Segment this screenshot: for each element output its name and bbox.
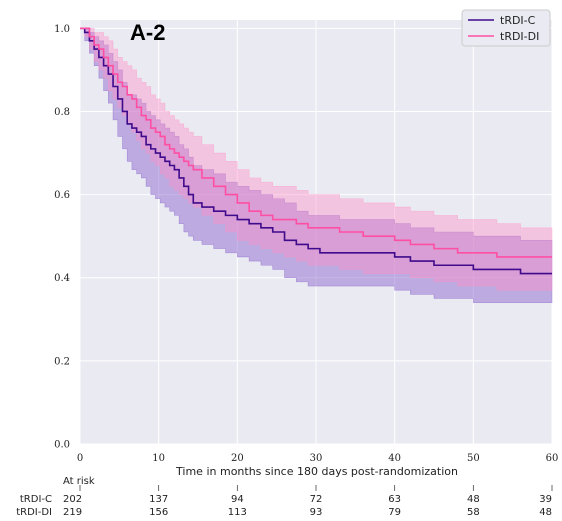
at-risk-count: 58 xyxy=(467,507,480,518)
at-risk-count: 113 xyxy=(228,507,247,518)
at-risk-count: 63 xyxy=(388,494,401,505)
y-tick-label: 0.4 xyxy=(54,273,70,284)
x-tick-label: 10 xyxy=(152,453,165,464)
at-risk-count: 156 xyxy=(149,507,168,518)
y-tick-label: 1.0 xyxy=(54,24,70,35)
x-tick-label: 30 xyxy=(310,453,323,464)
y-tick-label: 0.6 xyxy=(54,190,70,201)
x-tick-label: 40 xyxy=(388,453,401,464)
survival-line-trdi-c xyxy=(80,27,552,275)
x-axis-ticks: 0 10 20 30 40 50 60 xyxy=(77,453,559,464)
ci-band-trdi-di xyxy=(80,28,553,291)
x-tick-label: 0 xyxy=(77,453,83,464)
legend-label-trdi-c: tRDI-C xyxy=(500,14,536,27)
at-risk-count: 137 xyxy=(149,494,168,505)
at-risk-count: 39 xyxy=(539,494,552,505)
legend: tRDI-C tRDI-DI xyxy=(461,9,551,47)
legend-label-trdi-di: tRDI-DI xyxy=(500,30,539,43)
panel-label: A-2 xyxy=(130,20,165,45)
legend-box xyxy=(461,9,551,47)
at-risk-count: 79 xyxy=(388,507,401,518)
at-risk-row-name-trdi-di: tRDI-DI xyxy=(16,507,52,518)
at-risk-count: 93 xyxy=(310,507,323,518)
confidence-bands xyxy=(80,28,553,303)
at-risk-row-name-trdi-c: tRDI-C xyxy=(20,494,52,505)
at-risk-count: 202 xyxy=(63,494,82,505)
y-tick-label: 0.8 xyxy=(54,107,70,118)
at-risk-count: 72 xyxy=(310,494,323,505)
at-risk-tick-marks xyxy=(79,485,553,491)
at-risk-count: 48 xyxy=(539,507,552,518)
x-axis-label: Time in months since 180 days post-rando… xyxy=(175,465,458,478)
y-tick-label: 0.2 xyxy=(54,356,70,367)
survival-line-trdi-di xyxy=(80,27,552,258)
y-tick-label: 0.0 xyxy=(54,440,70,451)
x-tick-label: 60 xyxy=(546,453,559,464)
at-risk-count: 94 xyxy=(231,494,244,505)
survival-curves xyxy=(80,27,552,275)
at-risk-label: At risk xyxy=(63,476,95,487)
at-risk-count: 219 xyxy=(63,507,82,518)
x-tick-label: 20 xyxy=(231,453,244,464)
y-axis-ticks: 0.0 0.2 0.4 0.6 0.8 1.0 xyxy=(54,24,70,451)
x-tick-label: 50 xyxy=(467,453,480,464)
at-risk-count: 48 xyxy=(467,494,480,505)
at-risk-counts: 202 137 94 72 63 48 39 219 156 113 93 79 58 48 xyxy=(63,494,552,518)
